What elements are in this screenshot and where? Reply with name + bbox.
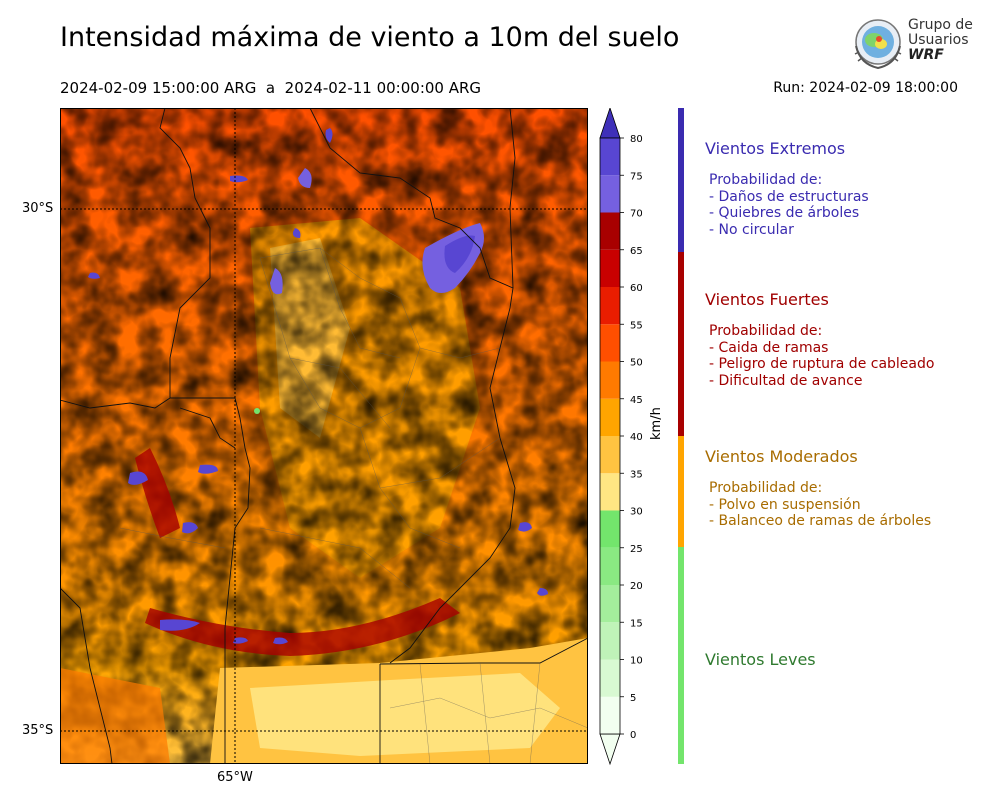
colorbar-segment [600,361,620,399]
category-title: Vientos Fuertes [705,290,829,309]
colorbar-tick-label: 25 [630,544,643,555]
colorbar: 0 5 10 15 20 25 30 35 40 45 50 55 60 65 70 75 80 [599,108,643,766]
colorbar-unit-label: km/h [649,407,664,440]
strip-vientos-leves [678,547,684,764]
lat-label-35s: 35°S [22,723,54,738]
colorbar-tick-label: 50 [630,358,643,369]
lat-label-30s: 30°S [22,201,54,216]
category-line: - Polvo en suspensión [709,496,861,513]
colorbar-tick-label: 5 [630,693,636,704]
colorbar-tick-label: 20 [630,581,643,592]
colorbar-tick-label: 15 [630,618,643,629]
forecast-period: 2024-02-09 15:00:00 ARG a 2024-02-11 00:… [60,79,482,97]
colorbar-segment [600,622,620,660]
colorbar-tick-label: 65 [630,246,643,257]
colorbar-segment [600,659,620,697]
category-title: Vientos Extremos [705,139,846,158]
colorbar-segment [600,547,620,585]
colorbar-segment [600,324,620,362]
strip-vientos-moderados [678,436,684,547]
colorbar-segment [600,510,620,548]
colorbar-tick-label: 80 [630,134,643,145]
colorbar-segment [600,138,620,176]
colorbar-segment [600,696,620,734]
colorbar-segment [600,287,620,325]
colorbar-tick-label: 60 [630,283,643,294]
logo-line-1: Grupo de [908,17,973,33]
globe-logo-icon [854,19,902,70]
category-line: Probabilidad de: [709,323,823,339]
category-line: - Quiebres de árboles [709,205,860,221]
category-leves: Vientos Leves [705,650,816,669]
strip-vientos-extremos [678,108,684,252]
colorbar-segment [600,585,620,623]
colorbar-segment [600,436,620,474]
grupo-usuarios-wrf-logo: Grupo de Usuarios WRF [850,16,980,72]
colorbar-segment [600,212,620,250]
colorbar-tick-label: 45 [630,395,643,406]
category-title: Vientos Moderados [705,447,858,466]
colorbar-segment [600,175,620,213]
colorbar-extend-min [599,733,621,766]
colorbar-tick-label: 75 [630,171,643,182]
colorbar-tick-label: 70 [630,209,643,220]
logo-line-3: WRF [908,47,944,63]
wind-map [60,108,588,764]
category-line: - Peligro de ruptura de cableado [709,356,935,372]
logo-line-2: Usuarios [908,32,969,48]
category-line: - Caida de ramas [709,339,829,356]
colorbar-segment [600,398,620,436]
category-extremos: Vientos Extremos Probabilidad de: - Daño… [705,139,869,238]
run-timestamp: Run: 2024-02-09 18:00:00 [773,80,958,96]
category-line: Probabilidad de: [709,480,823,496]
lon-label-65w: 65°W [217,770,253,785]
category-line: Probabilidad de: [709,172,823,188]
strip-vientos-fuertes [678,252,684,436]
category-line: - Balanceo de ramas de árboles [709,513,932,529]
colorbar-extend-max [599,108,621,139]
colorbar-segment [600,249,620,287]
colorbar-tick-label: 55 [630,320,643,331]
chart-title: Intensidad máxima de viento a 10m del su… [60,22,680,53]
category-line: - Dificultad de avance [709,372,863,389]
category-line: - Daños de estructuras [709,188,869,205]
category-fuertes: Vientos Fuertes Probabilidad de: - Caida… [705,290,934,389]
colorbar-tick-label: 30 [630,507,643,518]
category-moderados: Vientos Moderados Probabilidad de: - Pol… [705,447,931,530]
colorbar-tick-label: 40 [630,432,643,443]
colorbar-tick-label: 0 [630,730,636,741]
colorbar-tick-label: 35 [630,469,643,480]
category-line: - No circular [709,221,794,238]
colorbar-tick-label: 10 [630,656,643,667]
colorbar-segment [600,473,620,511]
category-title: Vientos Leves [705,650,816,669]
